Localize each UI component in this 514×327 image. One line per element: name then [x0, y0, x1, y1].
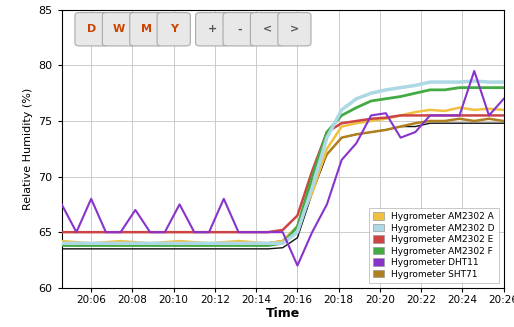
Legend: Hygrometer AM2302 A, Hygrometer AM2302 D, Hygrometer AM2302 E, Hygrometer AM2302: Hygrometer AM2302 A, Hygrometer AM2302 D… [369, 208, 499, 283]
Y-axis label: Relative Humidity (%): Relative Humidity (%) [23, 88, 33, 210]
FancyBboxPatch shape [250, 12, 284, 46]
FancyBboxPatch shape [278, 12, 311, 46]
FancyBboxPatch shape [223, 12, 256, 46]
Text: Y: Y [170, 24, 178, 34]
Text: <: < [262, 24, 271, 34]
FancyBboxPatch shape [157, 12, 190, 46]
FancyBboxPatch shape [130, 12, 163, 46]
Text: +: + [208, 24, 217, 34]
Text: |: | [187, 24, 191, 37]
X-axis label: Time: Time [266, 307, 300, 320]
FancyBboxPatch shape [75, 12, 108, 46]
FancyBboxPatch shape [196, 12, 229, 46]
Text: >: > [290, 24, 299, 34]
FancyBboxPatch shape [102, 12, 136, 46]
Text: W: W [113, 24, 125, 34]
Text: -: - [237, 24, 242, 34]
Text: M: M [141, 24, 152, 34]
Text: D: D [87, 24, 96, 34]
